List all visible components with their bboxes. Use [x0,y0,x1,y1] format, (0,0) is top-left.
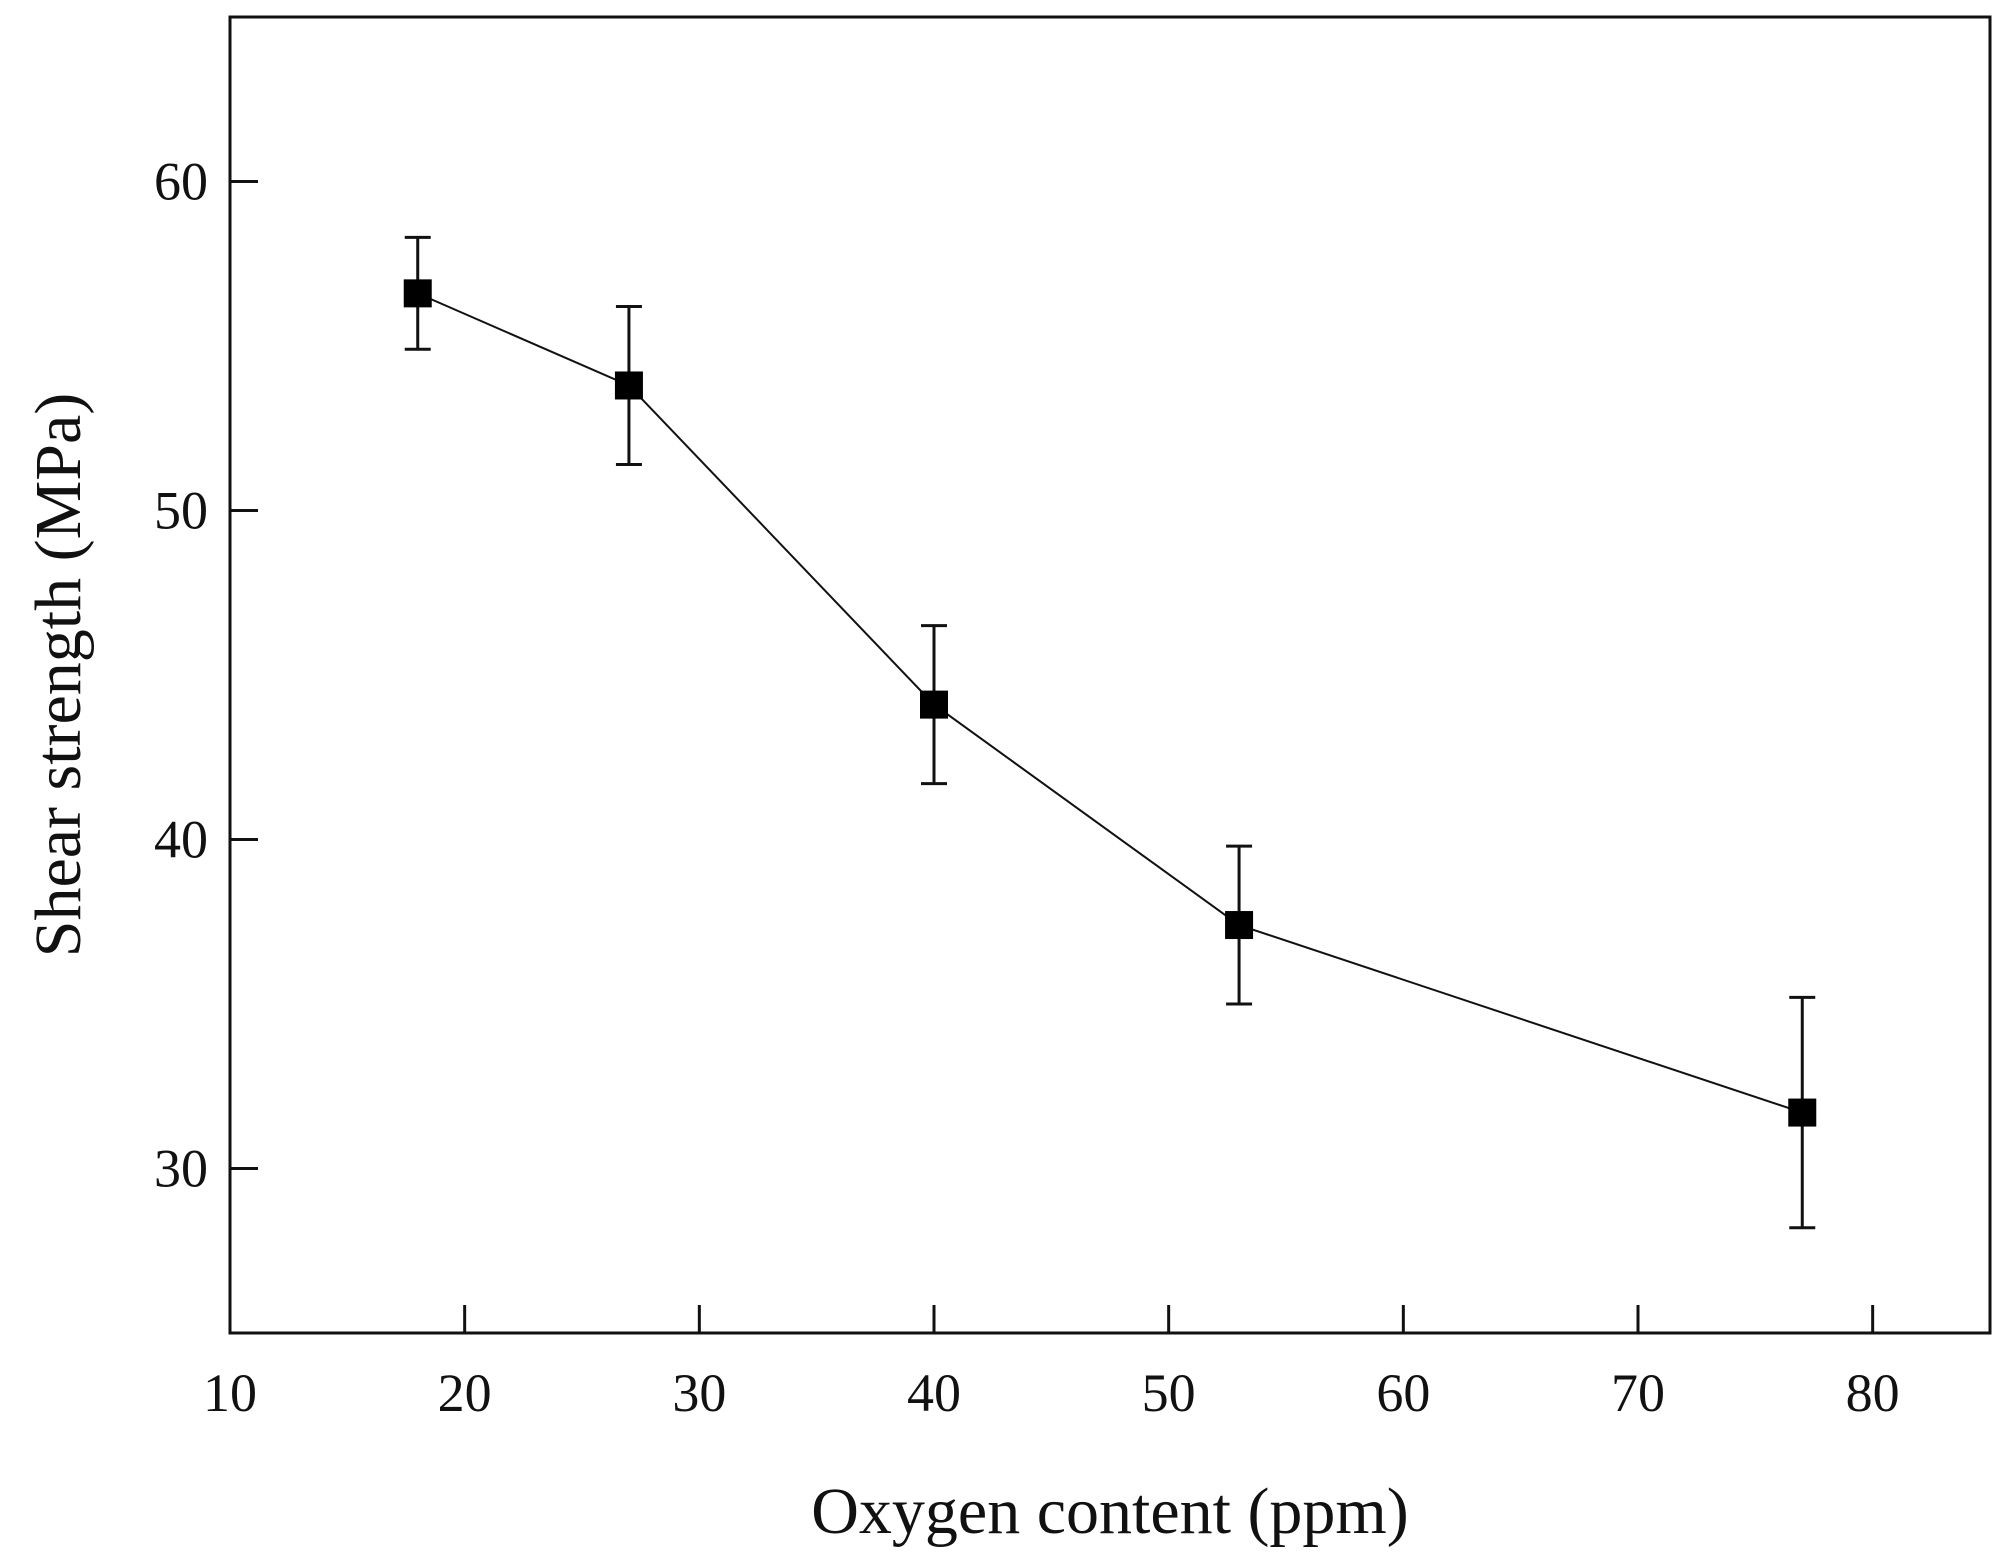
data-point-marker [403,279,432,308]
x-tick-label-50: 50 [1142,1363,1196,1423]
data-point-marker [614,371,643,400]
y-axis-title: Shear strength (MPa) [22,393,95,958]
data-point-marker [920,690,948,719]
x-tick-label-30: 30 [672,1363,726,1423]
series-layer [403,235,1817,1230]
x-tick-label-40: 40 [907,1363,961,1423]
y-tick-label-40: 40 [154,810,208,870]
x-tick-label-10: 10 [203,1363,257,1423]
data-point-marker [1788,1098,1817,1127]
x-axis-title: Oxygen content (ppm) [811,1475,1409,1548]
y-tick-label-30: 30 [154,1139,208,1199]
data-point-marker [1225,911,1254,940]
x-tick-label-60: 60 [1376,1363,1430,1423]
x-tick-label-20: 20 [438,1363,492,1423]
plot-frame [228,15,1992,1335]
series-line [417,292,1803,1114]
y-axis-ticks: 30 40 50 60 [154,152,258,1199]
y-tick-label-50: 50 [154,481,208,541]
x-axis-ticks: 10 20 30 40 50 60 70 80 [203,1305,1900,1423]
y-tick-label-60: 60 [154,152,208,212]
x-tick-label-80: 80 [1846,1363,1900,1423]
x-tick-label-70: 70 [1611,1363,1665,1423]
